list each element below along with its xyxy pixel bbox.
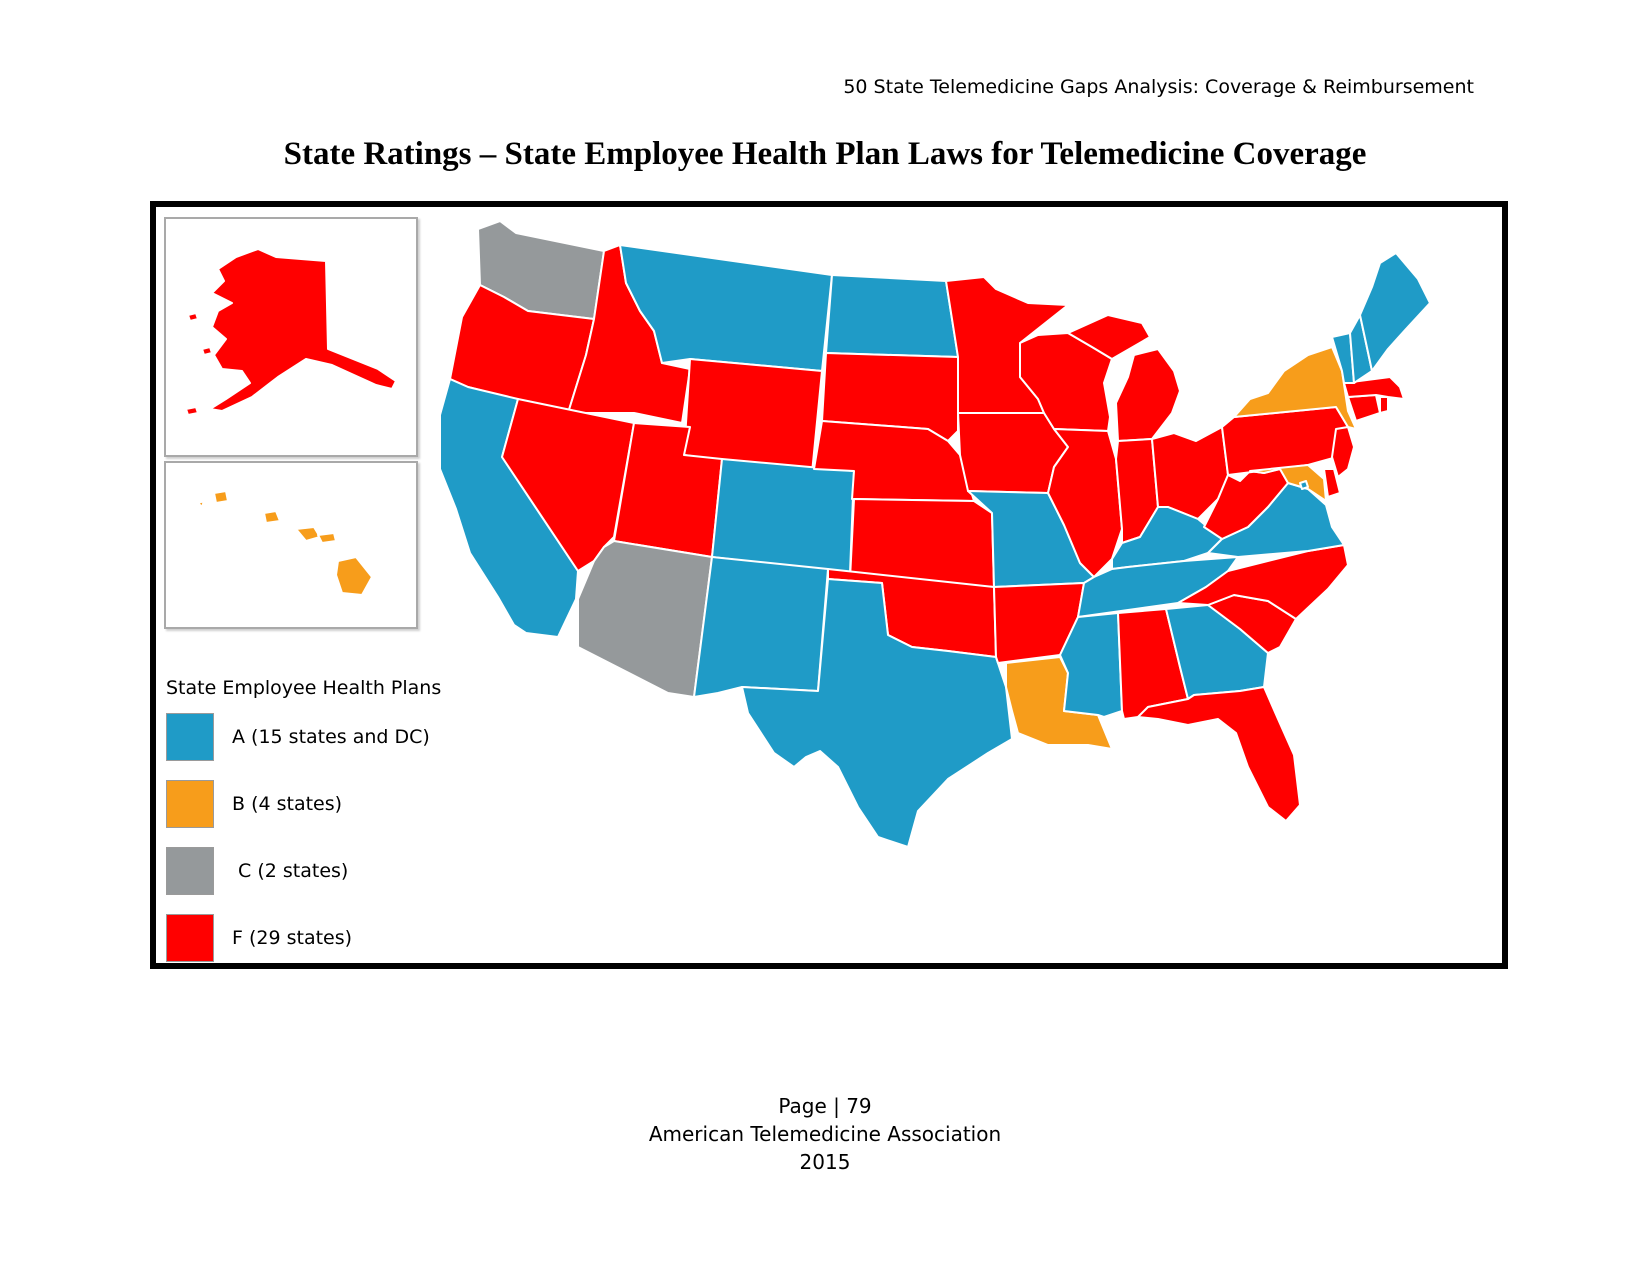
state-hi-molokai[interactable]	[317, 532, 337, 544]
state-co[interactable]	[711, 458, 855, 574]
legend-item-f: F (29 states)	[166, 914, 466, 962]
state-ma[interactable]	[1343, 376, 1405, 400]
running-header: 50 State Telemedicine Gaps Analysis: Cov…	[843, 76, 1474, 98]
state-wy[interactable]	[683, 358, 823, 474]
legend-swatch-f	[166, 914, 214, 962]
footer-org: American Telemedicine Association	[648, 1122, 1002, 1146]
state-hi-kauai[interactable]	[213, 490, 229, 504]
state-hi-big[interactable]	[335, 556, 373, 596]
state-ak-island[interactable]	[187, 312, 199, 322]
state-me[interactable]	[1359, 252, 1431, 372]
state-nj[interactable]	[1331, 426, 1355, 478]
state-hi-maui[interactable]	[295, 526, 321, 542]
state-hi-small[interactable]	[197, 500, 205, 508]
state-tx[interactable]	[741, 578, 1013, 848]
state-az[interactable]	[577, 540, 713, 698]
legend-swatch-a	[166, 713, 214, 761]
state-hi-oahu[interactable]	[263, 510, 281, 524]
state-vt[interactable]	[1331, 332, 1355, 384]
state-fl[interactable]	[1137, 686, 1301, 822]
page-footer: Page | 79 American Telemedicine Associat…	[0, 1092, 1650, 1176]
legend-item-a: A (15 states and DC)	[166, 713, 466, 761]
legend-swatch-b	[166, 780, 214, 828]
map-frame: State Employee Health Plans A (15 states…	[150, 201, 1508, 969]
us-map	[428, 207, 1508, 967]
state-ct[interactable]	[1347, 394, 1381, 422]
alaska-inset	[164, 217, 418, 457]
page-number: Page | 79	[778, 1094, 872, 1118]
legend-label-c: C (2 states)	[232, 860, 349, 882]
state-nc[interactable]	[1177, 544, 1349, 620]
legend-item-b: B (4 states)	[166, 780, 466, 828]
page-title: State Ratings – State Employee Health Pl…	[283, 136, 1367, 172]
legend-swatch-c	[166, 847, 214, 895]
legend-label-b: B (4 states)	[232, 793, 343, 815]
state-dc[interactable]	[1299, 480, 1309, 490]
state-mi[interactable]	[1067, 314, 1181, 442]
legend-label-f: F (29 states)	[232, 927, 353, 949]
state-ak-island[interactable]	[201, 346, 213, 356]
hawaii-inset	[164, 461, 418, 629]
legend: State Employee Health Plans A (15 states…	[166, 677, 466, 981]
footer-year: 2015	[799, 1150, 851, 1174]
state-il[interactable]	[1047, 428, 1123, 578]
state-ak-island[interactable]	[185, 406, 199, 416]
state-ri[interactable]	[1379, 396, 1389, 414]
legend-label-a: A (15 states and DC)	[232, 726, 430, 748]
state-nd[interactable]	[825, 274, 959, 358]
legend-item-c: C (2 states)	[166, 847, 466, 895]
state-ak[interactable]	[209, 248, 397, 412]
state-de[interactable]	[1323, 468, 1341, 498]
legend-title: State Employee Health Plans	[166, 677, 442, 699]
state-md[interactable]	[1249, 464, 1327, 502]
state-nm[interactable]	[693, 556, 829, 698]
state-ny[interactable]	[1233, 346, 1357, 430]
